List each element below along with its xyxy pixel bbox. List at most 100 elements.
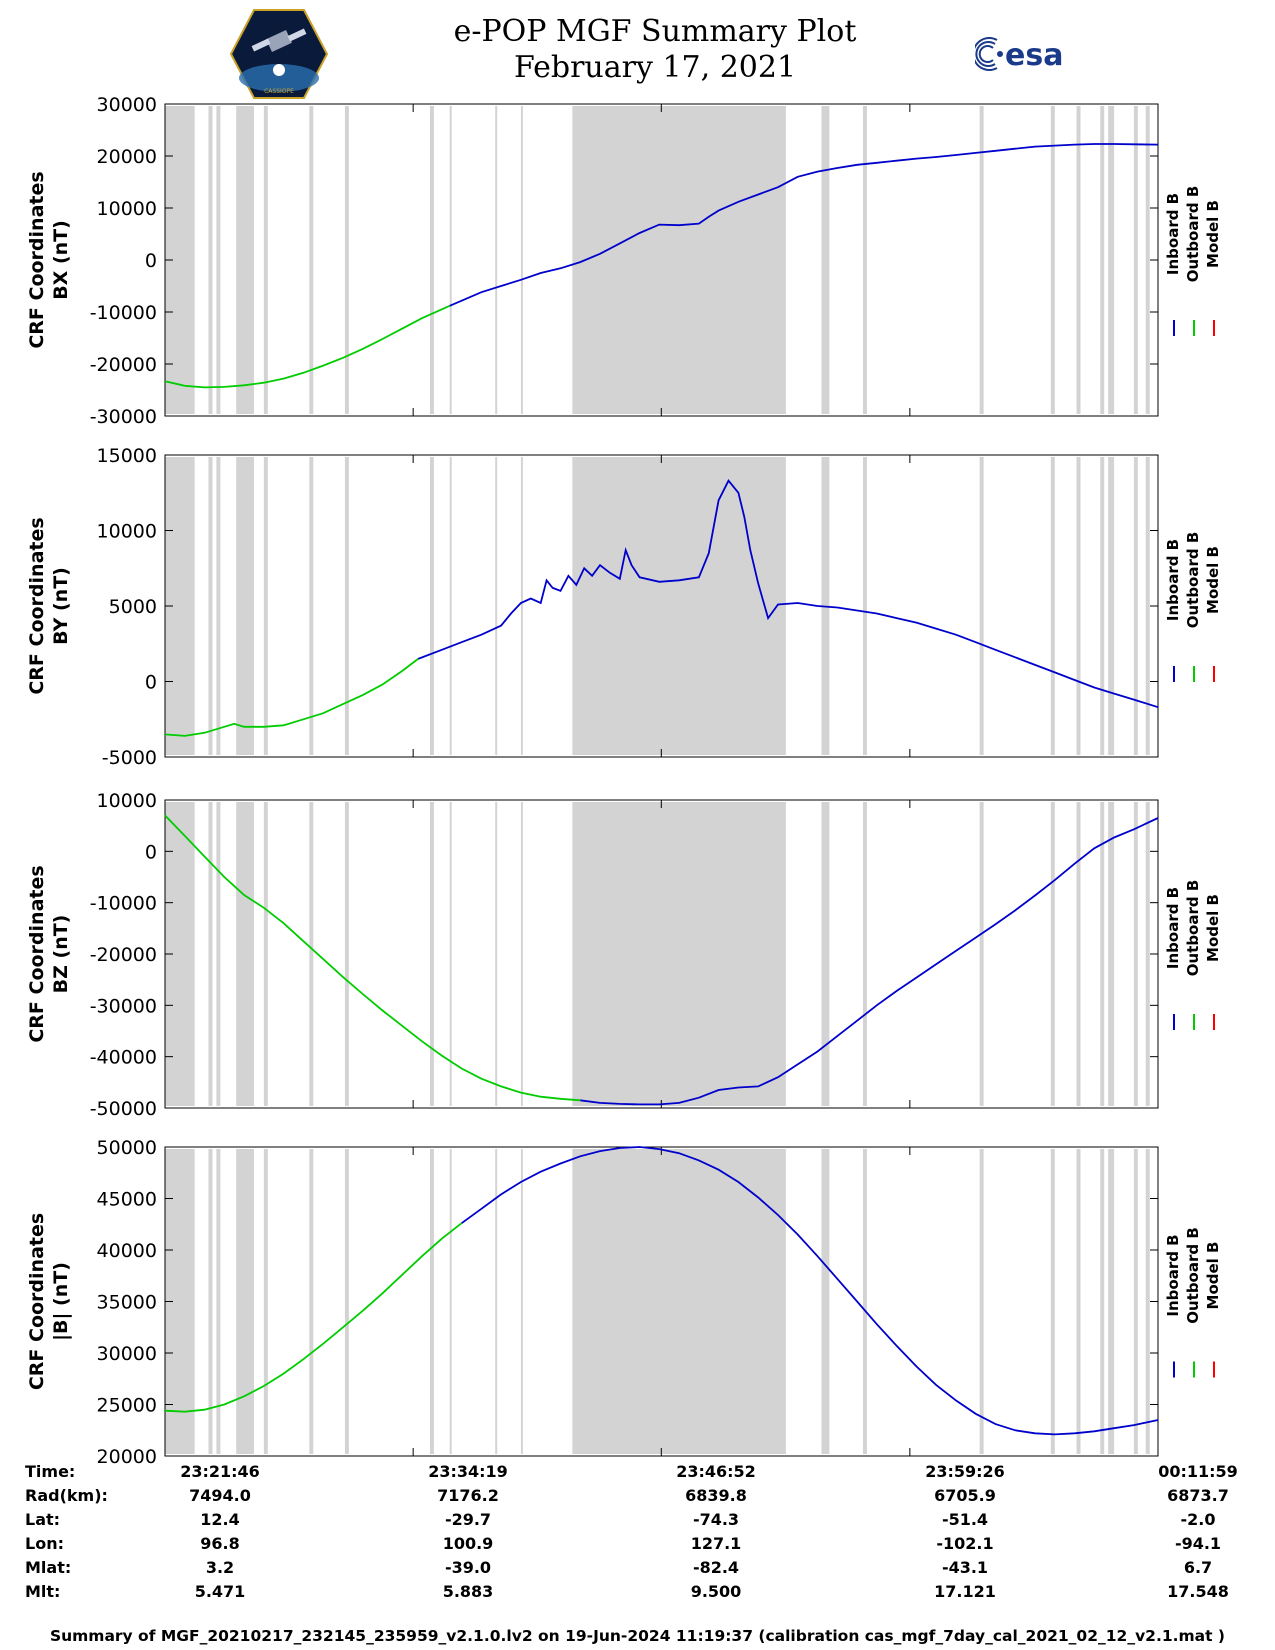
- lon-value-2: 100.9: [442, 1534, 494, 1553]
- gap-band: [1050, 106, 1055, 414]
- legend-label: Model B: [1204, 1242, 1222, 1310]
- y-tick-label: 45000: [97, 1189, 157, 1211]
- y-tick-label: 20000: [97, 1446, 157, 1468]
- gap-band: [208, 106, 213, 414]
- row-label-rad: Rad(km):: [25, 1486, 108, 1505]
- y-tick-label: 0: [145, 672, 157, 694]
- gap-band: [1076, 106, 1081, 414]
- gap-band: [979, 106, 984, 414]
- gap-band: [208, 1149, 213, 1454]
- gap-band: [309, 457, 314, 755]
- y-tick-label: 15000: [97, 445, 157, 467]
- gap-band: [236, 457, 254, 755]
- gap-band: [1108, 802, 1115, 1106]
- gap-band: [821, 802, 830, 1106]
- lon-value-3: 127.1: [690, 1534, 742, 1553]
- series-line-outboard-b: [164, 304, 451, 389]
- gap-band: [1108, 106, 1115, 414]
- y-axis-label: CRF Coordinates BX (nT): [26, 171, 72, 348]
- summary-footer: Summary of MGF_20210217_232145_235959_v2…: [49, 1627, 1226, 1645]
- row-label-mlat: Mlat:: [25, 1558, 72, 1577]
- gap-band: [216, 802, 221, 1106]
- gap-band: [344, 457, 349, 755]
- panel-2: 10000 0 -10000 -20000 -30000 -40000 -50000 CRF …: [26, 790, 1222, 1120]
- lon-value-5: -94.1: [1174, 1534, 1222, 1553]
- gap-band: [572, 1149, 786, 1454]
- series-line-outboard-b: [164, 658, 419, 737]
- table-row-time: Time: 23:21:46 23:34:19 23:46:52 23:59:2…: [0, 1462, 1275, 1486]
- gap-band: [309, 106, 314, 414]
- gap-band: [520, 802, 523, 1106]
- gap-band: [495, 1149, 498, 1454]
- gap-band: [862, 106, 867, 414]
- y-tick-label: 10000: [97, 521, 157, 543]
- mlt-value-4: 17.121: [934, 1582, 996, 1601]
- y-axis-label-line-2: BY (nT): [50, 567, 72, 645]
- gap-band: [236, 802, 254, 1106]
- panel-1: 15000 10000 5000 0 -5000 CRF Coordinates BY (n…: [26, 445, 1222, 769]
- gap-band: [429, 802, 434, 1106]
- mlat-value-4: -43.1: [941, 1558, 989, 1577]
- y-tick-label: 10000: [97, 198, 157, 220]
- lat-value-5: -2.0: [1180, 1510, 1216, 1529]
- rad-value-5: 6873.7: [1167, 1486, 1229, 1505]
- gap-band: [520, 457, 523, 755]
- gap-band: [1133, 457, 1138, 755]
- gap-band: [572, 457, 786, 755]
- gap-band: [979, 457, 984, 755]
- legend-label: Inboard B: [1164, 539, 1182, 621]
- gap-band: [979, 1149, 984, 1454]
- gap-band: [449, 457, 452, 755]
- gap-band: [1145, 802, 1150, 1106]
- gap-band: [263, 802, 268, 1106]
- gap-band: [495, 106, 498, 414]
- time-value-1: 23:21:46: [180, 1462, 260, 1481]
- legend-label: Outboard B: [1184, 1227, 1202, 1324]
- gap-band: [821, 106, 830, 414]
- gap-band: [520, 106, 523, 414]
- time-value-2: 23:34:19: [428, 1462, 508, 1481]
- y-axis-label-line-1: CRF Coordinates: [26, 171, 48, 348]
- lon-value-4: -102.1: [936, 1534, 994, 1553]
- gap-band: [821, 1149, 830, 1454]
- mlt-value-3: 9.500: [690, 1582, 742, 1601]
- time-value-5: 00:11:59: [1158, 1462, 1238, 1481]
- y-axis-label-line-1: CRF Coordinates: [26, 517, 48, 694]
- gap-band: [263, 457, 268, 755]
- y-tick-label: -10000: [90, 893, 157, 915]
- y-tick-label: -30000: [90, 406, 157, 428]
- series-line-inboard-b: [449, 143, 1159, 307]
- y-tick-label: -20000: [90, 944, 157, 966]
- y-tick-label: 5000: [109, 596, 157, 618]
- y-tick-label: 40000: [97, 1240, 157, 1262]
- mlt-value-2: 5.883: [442, 1582, 494, 1601]
- gap-band: [1076, 1149, 1081, 1454]
- gap-band: [216, 106, 221, 414]
- y-tick-label: 50000: [97, 1137, 157, 1159]
- legend-label: Inboard B: [1164, 887, 1182, 969]
- gap-band: [862, 802, 867, 1106]
- gap-band: [344, 802, 349, 1106]
- rad-value-1: 7494.0: [189, 1486, 251, 1505]
- gap-band: [1108, 1149, 1115, 1454]
- title-line-2: February 17, 2021: [513, 50, 797, 85]
- legend-label: Inboard B: [1164, 193, 1182, 275]
- gap-band: [1133, 802, 1138, 1106]
- gap-band: [1108, 457, 1115, 755]
- y-axis-label-line-1: CRF Coordinates: [26, 865, 48, 1042]
- time-value-3: 23:46:52: [676, 1462, 756, 1481]
- gap-band: [979, 802, 984, 1106]
- cassiope-logo: CASSIOPE: [230, 9, 328, 99]
- gap-band: [1050, 802, 1055, 1106]
- gap-band: [216, 457, 221, 755]
- gap-band: [1100, 457, 1105, 755]
- legend-label: Model B: [1204, 200, 1222, 268]
- esa-logo: esa: [975, 37, 1063, 73]
- rad-value-3: 6839.8: [685, 1486, 747, 1505]
- gap-band: [344, 1149, 349, 1454]
- mlat-value-3: -82.4: [692, 1558, 740, 1577]
- mlat-value-2: -39.0: [444, 1558, 492, 1577]
- gap-band: [1133, 106, 1138, 414]
- y-tick-label: 30000: [97, 1343, 157, 1365]
- gap-band: [1145, 106, 1150, 414]
